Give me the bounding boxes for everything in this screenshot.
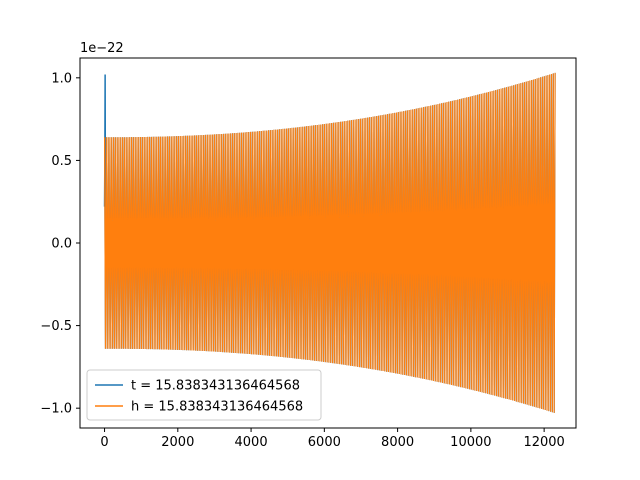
y-tick-label: 0.0 [51,237,72,252]
y-tick-label: 1.0 [51,71,72,86]
y-tick-label: 0.5 [51,154,72,169]
y-tick-label: −0.5 [40,319,72,334]
legend-label: t = 15.838343136464568 [131,379,300,394]
x-tick-label: 2000 [161,435,194,450]
legend-box [86,369,322,421]
x-tick-label: 10000 [450,435,491,450]
x-tick-label: 4000 [235,435,268,450]
x-tick-label: 12000 [523,435,564,450]
x-tick-label: 6000 [308,435,341,450]
axes: 0 2000 4000 6000 8000 10000 12000 −1.0 −0.5 0.0 0.… [40,57,577,450]
legend-label: h = 15.838343136464568 [131,400,303,415]
plot-area [103,72,556,413]
x-tick-label: 0 [100,435,108,450]
legend: t = 15.838343136464568 h = 15.83834313646… [86,369,322,421]
x-tick-label: 8000 [381,435,414,450]
series-2-line [103,72,556,413]
y-tick-label: −1.0 [40,402,72,417]
y-offset-label: 1e−22 [80,41,124,56]
